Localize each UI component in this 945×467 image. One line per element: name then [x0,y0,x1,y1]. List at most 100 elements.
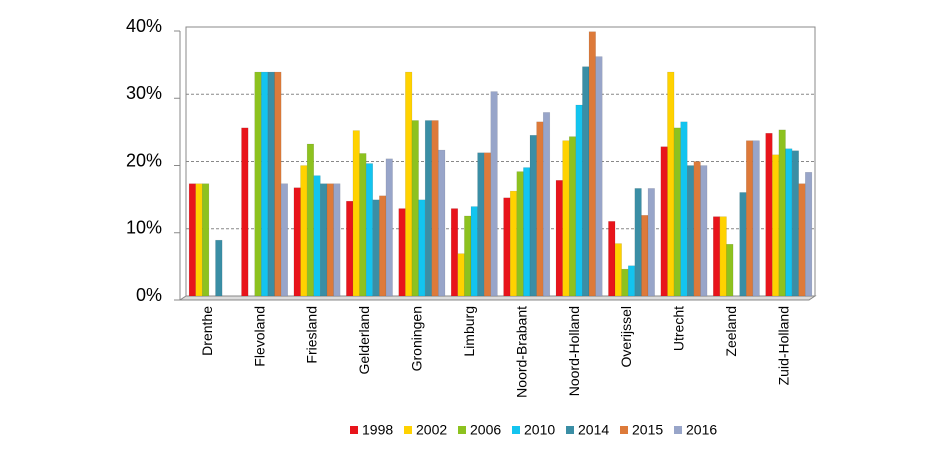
bar [687,165,695,297]
x-tick-label: Noord-Brabant [513,306,529,398]
x-tick-label: Flevoland [251,306,267,367]
y-tick-label: 0% [136,285,162,305]
bar [503,197,511,297]
bar [641,215,649,297]
legend-swatch [350,426,358,434]
bar [352,130,360,297]
bar [627,265,636,297]
bar [713,216,721,297]
bar [346,200,354,297]
bar [365,163,374,297]
bar [418,199,426,297]
bar [424,120,433,297]
bar [516,171,524,297]
x-tick-label: Zeeland [723,306,739,357]
x-tick-label: Overijssel [618,306,634,367]
bar [188,183,196,297]
bar [293,187,301,297]
bar [791,150,799,297]
legend-swatch [674,426,682,434]
bar [536,121,544,297]
bar [746,140,754,297]
bar [595,56,603,297]
bar [700,165,708,297]
bar [431,120,439,297]
bar [477,152,485,297]
bar [588,31,596,297]
x-tick-label: Limburg [461,306,477,357]
bar [306,143,314,297]
bar [241,127,249,297]
bar [300,165,308,297]
legend-label: 2014 [578,422,609,438]
legend-label: 2010 [524,422,555,438]
bar [261,71,269,297]
bar [582,66,590,297]
bar [634,188,642,297]
legend-label: 2016 [686,422,717,438]
bar [765,133,773,297]
bar [562,140,570,297]
x-tick-label: Drenthe [199,306,215,356]
legend-swatch [458,426,466,434]
bar [313,175,321,297]
y-tick-label: 10% [126,218,162,238]
bar [405,71,413,297]
bar [785,148,793,297]
bar [490,91,498,297]
bar [693,161,701,297]
bar [254,71,262,297]
bar [372,199,380,297]
bar [398,208,406,297]
x-tick-label: Gelderland [356,306,372,375]
bar [680,121,688,297]
bar [450,208,459,297]
bar [385,158,393,297]
bar [805,172,813,297]
bar [739,192,747,297]
bar [274,71,282,297]
bar [575,104,583,297]
bar [798,183,806,297]
bar [608,221,616,297]
bar [778,129,786,297]
legend-swatch [566,426,574,434]
bar [195,183,203,297]
bar [523,167,531,297]
bar [379,195,387,297]
legend-label: 2002 [416,422,447,438]
bar [726,243,734,297]
bar [411,120,419,297]
x-tick-label: Friesland [304,306,320,364]
bar [333,183,341,297]
y-tick-label: 40% [126,16,162,36]
bar [719,216,727,297]
legend-swatch [620,426,628,434]
bar [660,146,668,297]
bar [621,268,629,297]
x-tick-label: Groningen [409,306,425,371]
bar [509,190,518,297]
bar [667,71,675,297]
bar [359,153,367,297]
bar [483,152,492,297]
legend-label: 2006 [470,422,501,438]
bar [326,183,334,297]
bar [464,215,472,297]
bar [529,135,537,297]
floor [178,295,817,301]
bar [438,149,446,297]
bar [215,239,223,297]
legend-label: 1998 [362,422,393,438]
bar [555,180,563,297]
legend-swatch [404,426,412,434]
bar [320,183,328,297]
bar [752,140,760,297]
x-tick-label: Noord-Holland [566,306,582,396]
legend-label: 2015 [632,422,663,438]
y-tick-label: 30% [126,83,162,103]
bar [772,154,780,297]
bar [267,71,275,297]
bar [202,183,210,297]
